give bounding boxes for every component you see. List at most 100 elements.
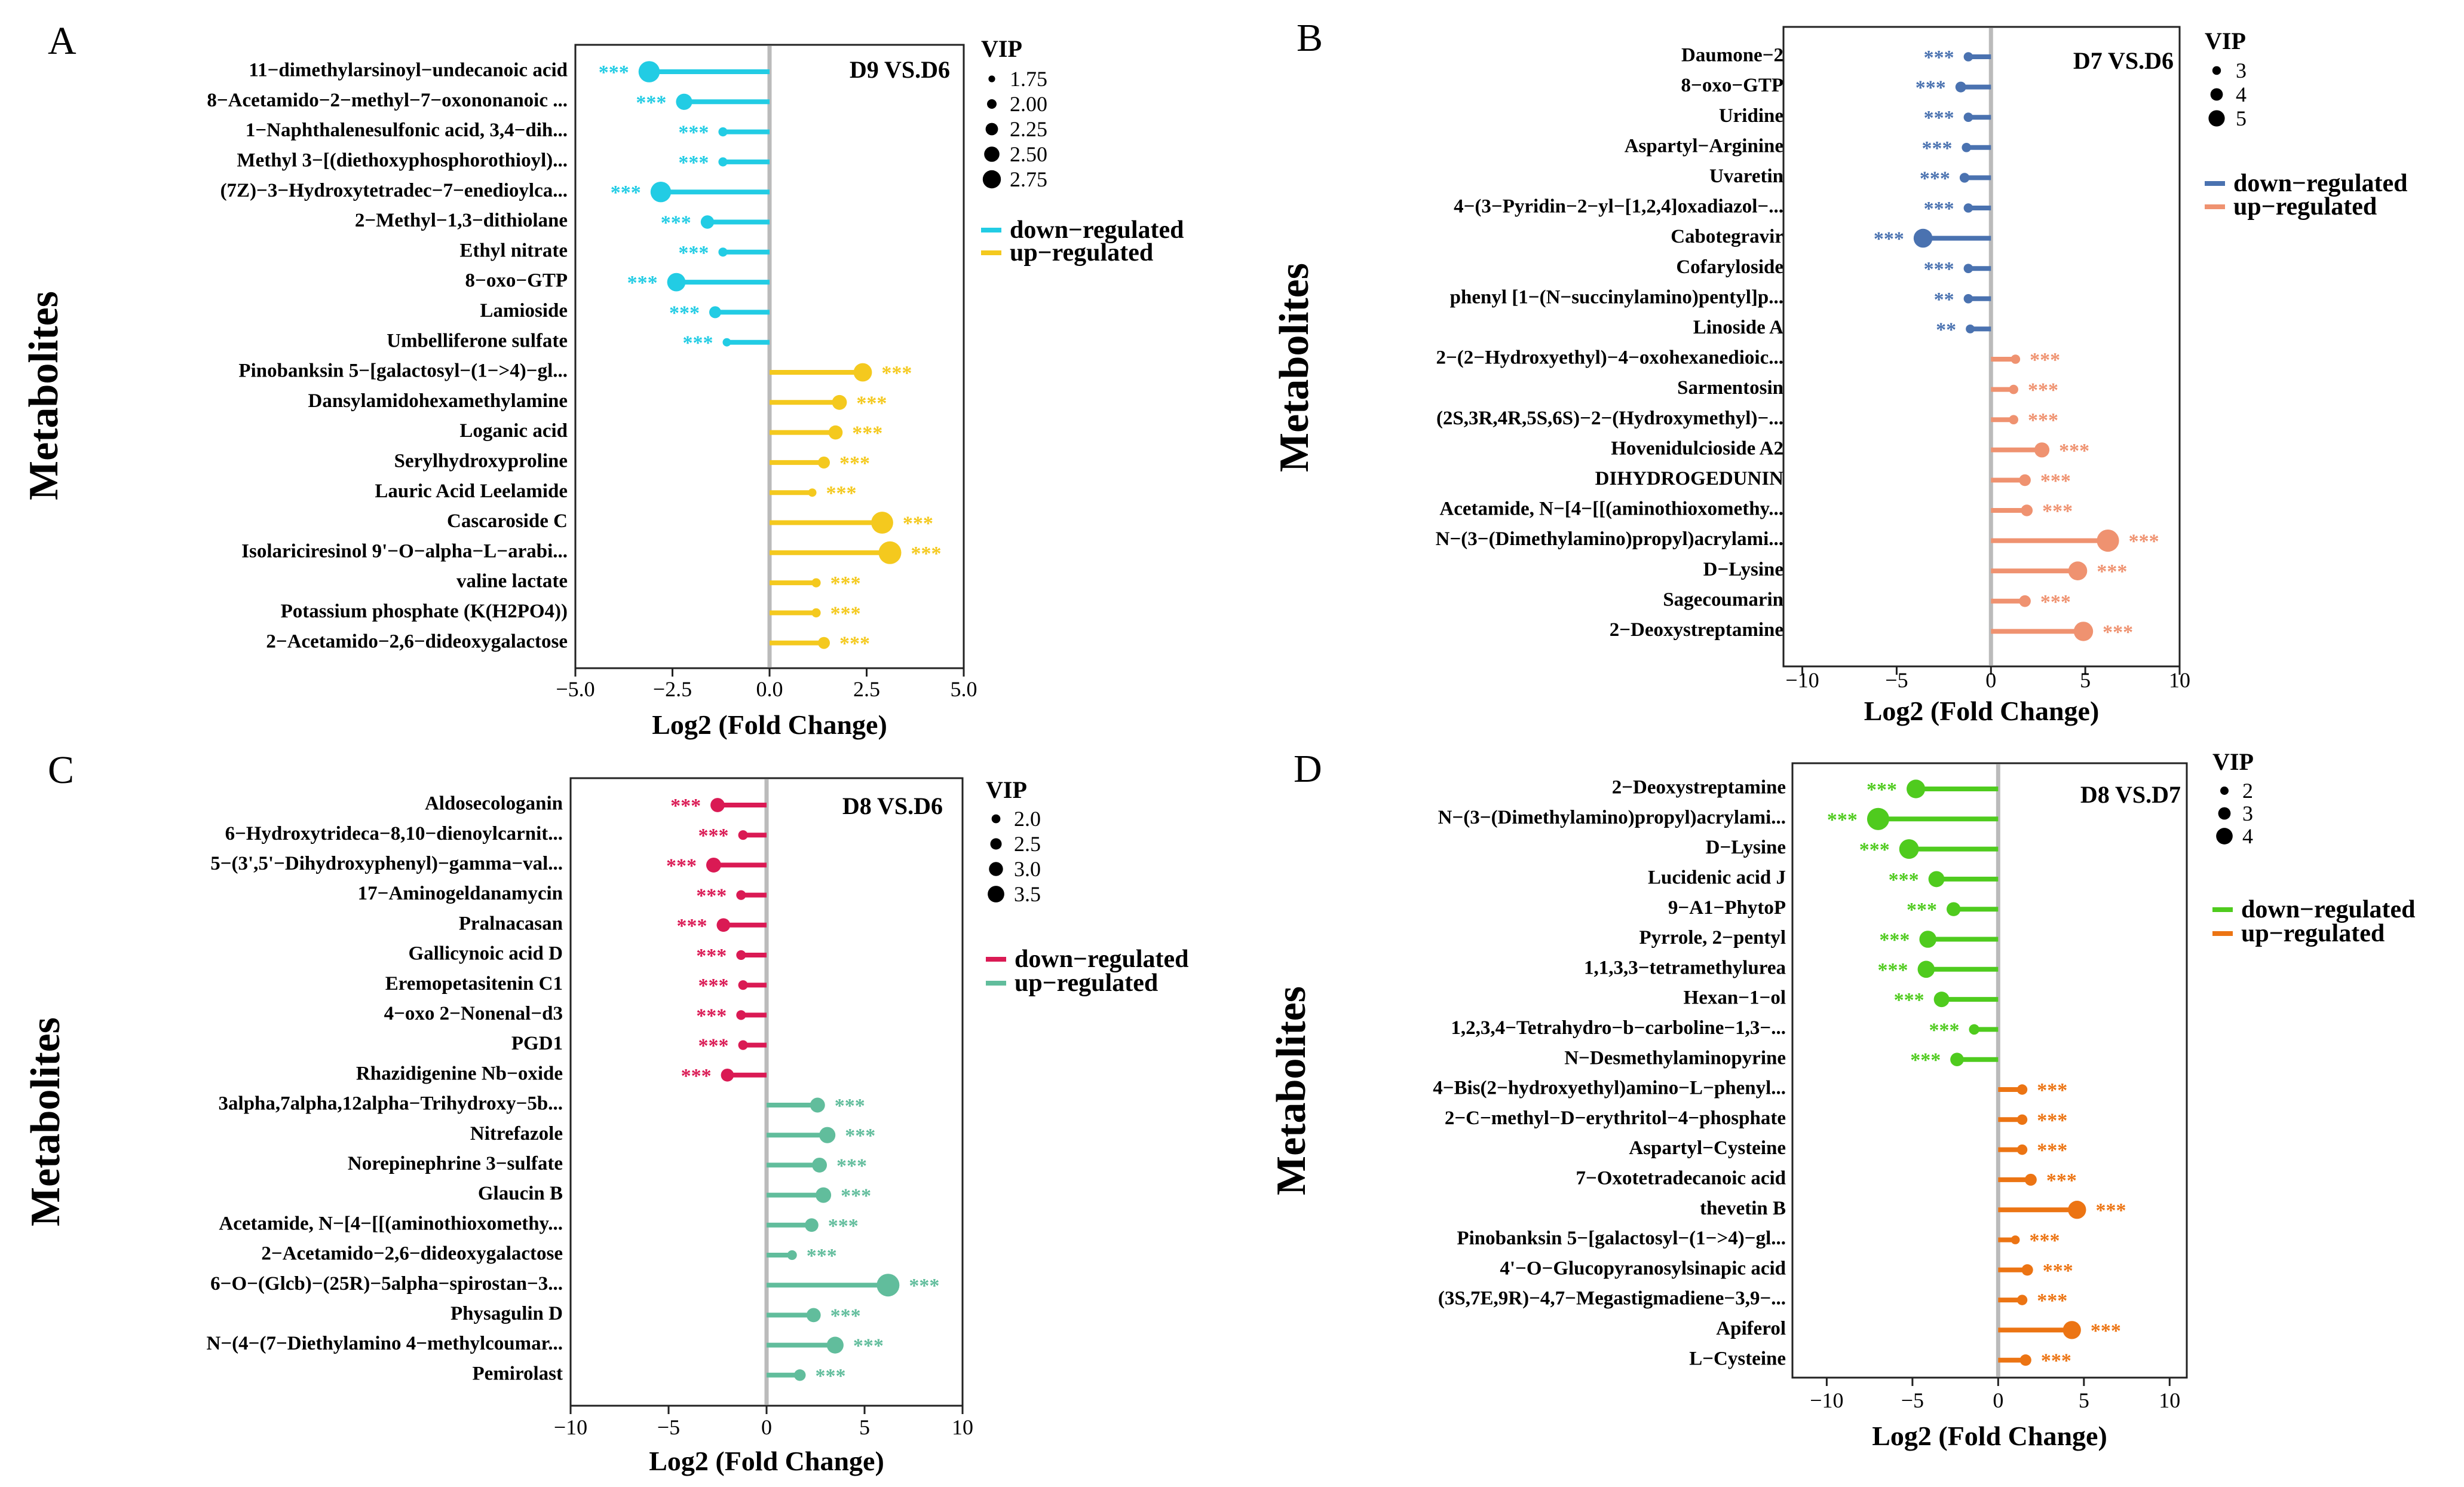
metabolite-label: N−(4−(7−Diethylamino 4−methylcoumar... (207, 1333, 563, 1354)
y-axis-label: Metabolites (21, 291, 67, 500)
lollipop-dot (738, 830, 748, 840)
panels: A Metabolites 11−dimethylarsinoyl−undecano… (21, 16, 2415, 1476)
metabolite-label: Pemirolast (472, 1363, 563, 1384)
significance-label: *** (2042, 500, 2073, 522)
metabolite-label: 8−Acetamido−2−methyl−7−oxononanoic ... (207, 90, 568, 111)
lollipop-dot (2073, 622, 2094, 641)
x-tick-label: −5 (1901, 1388, 1924, 1412)
significance-label: *** (2030, 349, 2060, 371)
x-tick-label: −10 (1810, 1388, 1843, 1412)
panel-c: C Metabolites Aldosecologanin *** 6−Hydroxyt… (23, 748, 1188, 1476)
lollipop-dot (787, 1250, 797, 1260)
metabolite-label: 6−Hydroxytrideca−8,10−dienoylcarnit... (225, 823, 563, 845)
significance-label: *** (2095, 1200, 2126, 1222)
lollipop-dot (1963, 294, 1973, 304)
metabolite-label: Aspartyl−Arginine (1625, 135, 1783, 157)
lollipop-dot (2021, 504, 2033, 516)
lollipop-dot (832, 394, 847, 410)
metabolite-label: 2−Acetamido−2,6−dideoxygalactose (266, 631, 568, 652)
metabolite-label: Lamioside (480, 300, 568, 322)
lollipop-dot (700, 215, 715, 229)
lollipop-dot (676, 93, 692, 110)
significance-label: *** (2091, 1320, 2121, 1342)
lollipop-dot (1867, 807, 1890, 830)
metabolite-label: Umbelliferone sulfate (387, 330, 568, 351)
metabolite-label: 1,2,3,4−Tetrahydro−b−carboline−1,3−... (1451, 1017, 1786, 1039)
lollipop-dot (2019, 474, 2031, 487)
lollipop-dot (2016, 1114, 2028, 1125)
y-axis-label: Metabolites (1271, 263, 1317, 472)
vip-legend-dot (2210, 88, 2223, 101)
vip-legend-label: 2 (2242, 779, 2253, 803)
lollipop-dot (818, 456, 830, 469)
significance-label: *** (1878, 959, 1908, 981)
metabolite-label: 2−Deoxystreptamine (1610, 619, 1783, 641)
vip-legend-label: 2.5 (1014, 832, 1041, 856)
legend-label-down: down−regulated (1010, 216, 1184, 244)
lollipop-dot (1963, 264, 1973, 274)
significance-label: *** (1910, 1050, 1941, 1072)
lollipop-dot (1950, 1052, 1964, 1066)
metabolite-label: Methyl 3−[(diethoxyphosphorothioyl)... (237, 149, 568, 171)
metabolite-label: Aspartyl−Cysteine (1629, 1137, 1786, 1159)
vip-legend: VIP 345 (2205, 27, 2247, 130)
significance-label: *** (2043, 1260, 2073, 1282)
metabolite-label: Ethyl nitrate (459, 240, 568, 261)
vip-legend-dot (990, 838, 1002, 850)
metabolite-label: 5−(3',5'−Dihydroxyphenyl)−gamma−val... (210, 853, 563, 874)
lollipop-dot (853, 363, 872, 382)
lollipop-dot (1919, 931, 1936, 948)
significance-label: *** (2129, 531, 2159, 553)
lollipop-dot (1962, 143, 1972, 152)
vip-legend-title: VIP (986, 776, 1027, 803)
significance-label: *** (2029, 1230, 2060, 1252)
significance-label: *** (2059, 440, 2089, 462)
vip-legend-label: 3.5 (1014, 882, 1041, 906)
vip-legend-dot (982, 170, 1001, 189)
lollipop-dot (709, 306, 721, 319)
comparison-title: D9 VS.D6 (850, 56, 950, 83)
comparison-title: D7 VS.D6 (2073, 47, 2174, 74)
lollipop-dot (1917, 960, 1935, 978)
metabolite-label: phenyl [1−(N−succinylamino)pentyl]p... (1450, 286, 1783, 308)
x-axis-label: Log2 (Fold Change) (1864, 696, 2100, 726)
significance-label: *** (696, 885, 727, 907)
significance-label: *** (903, 513, 933, 535)
metabolite-label: Glaucin B (478, 1183, 563, 1204)
metabolite-label: 2−Acetamido−2,6−dideoxygalactose (261, 1243, 563, 1265)
significance-label: *** (2103, 621, 2133, 643)
x-tick-label: 10 (2169, 668, 2190, 692)
x-tick-label: 0 (1985, 668, 1996, 692)
significance-label: *** (676, 915, 707, 937)
x-tick-label: 0 (761, 1415, 772, 1439)
lollipop-dot (1966, 325, 1975, 333)
metabolite-label: 2−Deoxystreptamine (1612, 777, 1786, 798)
metabolite-label: Cascaroside C (447, 510, 568, 532)
metabolite-label: Daumone−2 (1681, 45, 1783, 66)
legend-label-up: up−regulated (2233, 193, 2377, 221)
panel-letter: D (1294, 747, 1322, 791)
significance-label: *** (836, 1155, 867, 1177)
metabolite-label: Sarmentosin (1677, 377, 1783, 399)
metabolite-label: Physagulin D (450, 1303, 563, 1324)
significance-label: *** (2041, 1350, 2071, 1372)
significance-label: *** (661, 212, 691, 234)
vip-legend-label: 2.00 (1010, 92, 1047, 116)
vip-legend: VIP 234 (2212, 748, 2254, 848)
significance-label: *** (845, 1125, 875, 1147)
lollipop-dot (818, 637, 830, 649)
metabolite-label: Uvaretin (1709, 166, 1783, 187)
significance-label: ** (1934, 289, 1954, 311)
metabolite-label: Loganic acid (459, 420, 568, 442)
legend-label-up: up−regulated (1010, 239, 1153, 267)
lollipop-dot (716, 918, 731, 932)
metabolite-label: Lucidenic acid J (1648, 867, 1786, 888)
significance-label: *** (2040, 591, 2071, 613)
metabolite-label: DIHYDROGEDUNIN (1595, 468, 1784, 489)
significance-label: *** (1924, 47, 1954, 69)
lollipop-dot (871, 512, 893, 534)
significance-label: *** (698, 975, 729, 997)
